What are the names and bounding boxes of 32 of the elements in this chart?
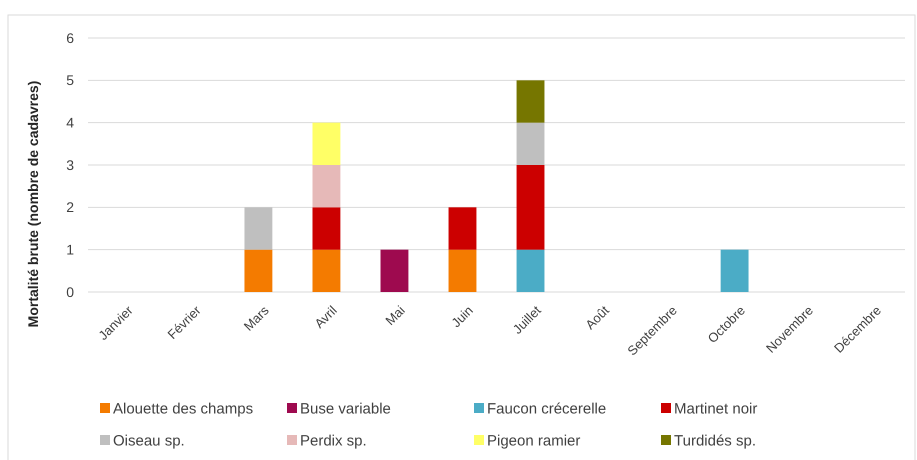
y-axis-title: Mortalité brute (nombre de cadavres) [25,80,41,328]
bar [720,250,749,292]
bar [516,165,544,250]
y-tick-label: 3 [66,156,74,173]
y-tick-label: 2 [66,199,74,216]
y-tick-label: 4 [66,114,74,131]
bar [244,207,272,250]
bar [516,80,544,123]
bar [516,250,544,292]
legend-label: Faucon crécerelle [487,400,606,418]
x-tick-label: Juin [448,302,476,330]
bar [312,207,340,250]
legend-label: Pigeon ramier [487,432,580,450]
legend-label: Oiseau sp. [113,432,185,450]
y-tick-label: 5 [66,72,74,88]
legend-label: Alouette des champs [113,400,254,418]
bar [448,250,476,292]
legend-label: Perdix sp. [300,432,367,450]
x-tick-label: Mai [382,302,408,328]
bar [312,165,340,208]
y-tick-label: 0 [66,284,74,300]
bar [312,122,340,165]
bar [380,250,408,292]
legend-label: Martinet noir [674,400,758,418]
bar [516,122,544,165]
legend-label: Buse variable [300,400,391,418]
bar [312,250,340,292]
legend-label: Turdidés sp. [674,432,756,450]
y-tick-label: 1 [66,242,74,258]
bar [244,250,272,292]
bar [448,207,476,250]
y-tick-label: 6 [66,30,74,46]
